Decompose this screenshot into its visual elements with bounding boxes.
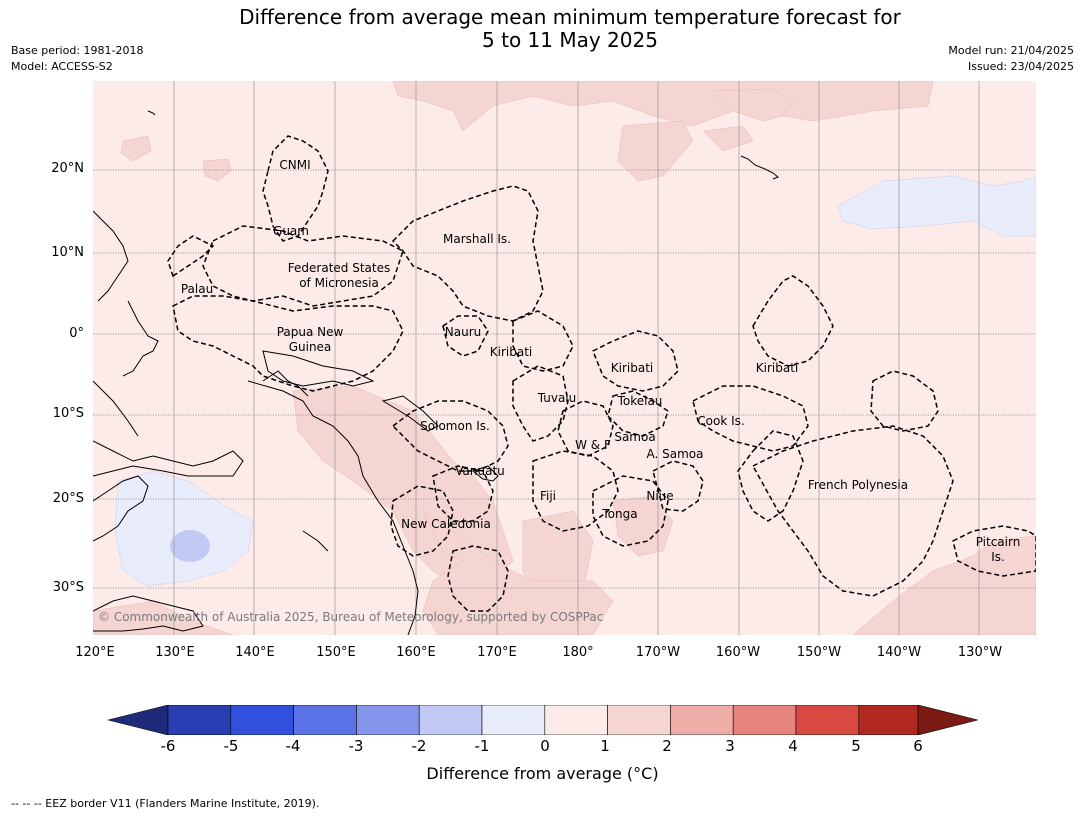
region-label-solomon-islands: Solomon Is. xyxy=(420,419,490,433)
lat-label-20s: 20°S xyxy=(52,491,84,506)
graticule xyxy=(93,81,1036,635)
colorbar-tick-minus3: -3 xyxy=(348,737,364,755)
lon-label-130w: 130°W xyxy=(957,645,1003,660)
region-label-png-line1: Papua New xyxy=(276,325,344,339)
copyright-text: © Commonwealth of Australia 2025, Bureau… xyxy=(98,610,604,624)
issued-date: Issued: 23/04/2025 xyxy=(967,60,1074,73)
title-line-2: 5 to 11 May 2025 xyxy=(482,28,658,52)
meta-right: Model run: 21/04/2025 Issued: 23/04/2025 xyxy=(948,43,1074,75)
region-label-kiribati-east: Kiribati xyxy=(755,361,799,375)
lon-label-120e: 120°E xyxy=(75,645,115,660)
colorbar-swatch-3 xyxy=(293,704,357,736)
colorbar-swatch-5 xyxy=(418,704,483,736)
lon-label-170e: 170°E xyxy=(477,645,517,660)
lat-label-0: 0° xyxy=(69,326,84,341)
lat-label-20n: 20°N xyxy=(51,161,84,176)
colorbar-swatch-12 xyxy=(858,704,919,736)
coastlines xyxy=(93,110,779,635)
region-label-pitcairn-line2: Is. xyxy=(991,550,1005,564)
model-run: Model run: 21/04/2025 xyxy=(948,44,1074,57)
region-label-png-line2: Guinea xyxy=(288,340,332,354)
colorbar-swatch-6 xyxy=(481,704,546,736)
colorbar-swatch-8 xyxy=(607,704,671,736)
colorbar-swatch-2 xyxy=(230,704,294,736)
region-label-new-caledonia: New Caledonia xyxy=(401,517,491,531)
region-label-niue: Niue xyxy=(646,489,674,503)
region-label-cook-islands: Cook Is. xyxy=(697,414,745,428)
region-label-palau: Palau xyxy=(180,282,214,296)
region-label-guam: Guam xyxy=(273,224,309,238)
lon-label-130e: 130°E xyxy=(155,645,195,660)
colorbar-tick-6: 6 xyxy=(913,737,923,755)
region-label-tokelau: Tokelau xyxy=(617,394,663,408)
meta-left: Base period: 1981-2018 Model: ACCESS-S2 xyxy=(11,43,143,75)
colorbar-swatch-11 xyxy=(795,704,860,736)
eez-borders xyxy=(167,135,1036,612)
region-label-vanuatu: Vanuatu xyxy=(455,464,505,478)
region-label-fsm-line2: of Micronesia xyxy=(299,276,379,290)
region-label-marshall-islands: Marshall Is. xyxy=(443,232,511,246)
footnote: -- -- -- EEZ border V11 (Flanders Marine… xyxy=(11,797,320,810)
colorbar-tick-minus5: -5 xyxy=(223,737,239,755)
region-label-pitcairn-line1: Pitcairn xyxy=(975,535,1021,549)
region-label-fiji: Fiji xyxy=(539,489,557,503)
lat-label-10s: 10°S xyxy=(52,406,84,421)
colorbar-tick-minus6: -6 xyxy=(160,737,176,755)
lon-label-160e: 160°E xyxy=(396,645,436,660)
colorbar-tick-minus2: -2 xyxy=(411,737,427,755)
colorbar-swatch-7 xyxy=(544,704,608,736)
model-name: Model: ACCESS-S2 xyxy=(11,60,113,73)
colorbar-tick-minus4: -4 xyxy=(285,737,301,755)
lon-label-160w: 160°W xyxy=(715,645,761,660)
region-label-samoa: Samoa xyxy=(614,430,656,444)
colorbar xyxy=(107,704,979,736)
base-period: Base period: 1981-2018 xyxy=(11,44,144,57)
lon-label-180: 180° xyxy=(562,645,594,660)
region-label-fsm-line1: Federated States xyxy=(287,261,391,275)
lon-label-140w: 140°W xyxy=(876,645,922,660)
colorbar-tick-4: 4 xyxy=(788,737,798,755)
colorbar-tick-5: 5 xyxy=(851,737,861,755)
colorbar-swatch-1 xyxy=(167,704,232,736)
region-label-tonga: Tonga xyxy=(602,507,638,521)
map-canvas xyxy=(93,81,1036,635)
colorbar-tick-1: 1 xyxy=(600,737,610,755)
region-label-french-polynesia: French Polynesia xyxy=(807,478,909,492)
region-label-american-samoa: A. Samoa xyxy=(646,447,704,461)
lon-label-150e: 150°E xyxy=(316,645,356,660)
chart-title: Difference from average mean minimum tem… xyxy=(0,6,1085,52)
region-label-wallis-futuna: W & F xyxy=(575,438,611,452)
region-label-cnmi: CNMI xyxy=(279,158,311,172)
colorbar-swatch-9 xyxy=(670,704,734,736)
lon-label-150w: 150°W xyxy=(796,645,842,660)
colorbar-tick-minus1: -1 xyxy=(474,737,490,755)
region-label-kiribati-west: Kiribati xyxy=(489,345,533,359)
region-label-nauru: Nauru xyxy=(444,325,482,339)
lat-label-10n: 10°N xyxy=(51,245,84,260)
colorbar-extend-high xyxy=(917,704,979,736)
colorbar-label: Difference from average (°C) xyxy=(426,764,659,783)
colorbar-tick-0: 0 xyxy=(540,737,550,755)
region-label-tuvalu: Tuvalu xyxy=(537,391,577,405)
colorbar-extend-low xyxy=(107,704,169,736)
anomaly-shading xyxy=(93,81,1036,635)
colorbar-svg xyxy=(107,704,979,736)
lat-label-30s: 30°S xyxy=(52,580,84,595)
lon-label-140e: 140°E xyxy=(235,645,275,660)
map-panel: CNMI Guam Marshall Is. Federated States … xyxy=(93,81,1036,635)
colorbar-tick-3: 3 xyxy=(725,737,735,755)
colorbar-tick-2: 2 xyxy=(662,737,672,755)
colorbar-swatch-4 xyxy=(356,704,420,736)
title-line-1: Difference from average mean minimum tem… xyxy=(239,5,901,29)
lon-label-170w: 170°W xyxy=(635,645,681,660)
colorbar-swatch-10 xyxy=(732,704,797,736)
region-label-kiribati-central: Kiribati xyxy=(610,361,654,375)
